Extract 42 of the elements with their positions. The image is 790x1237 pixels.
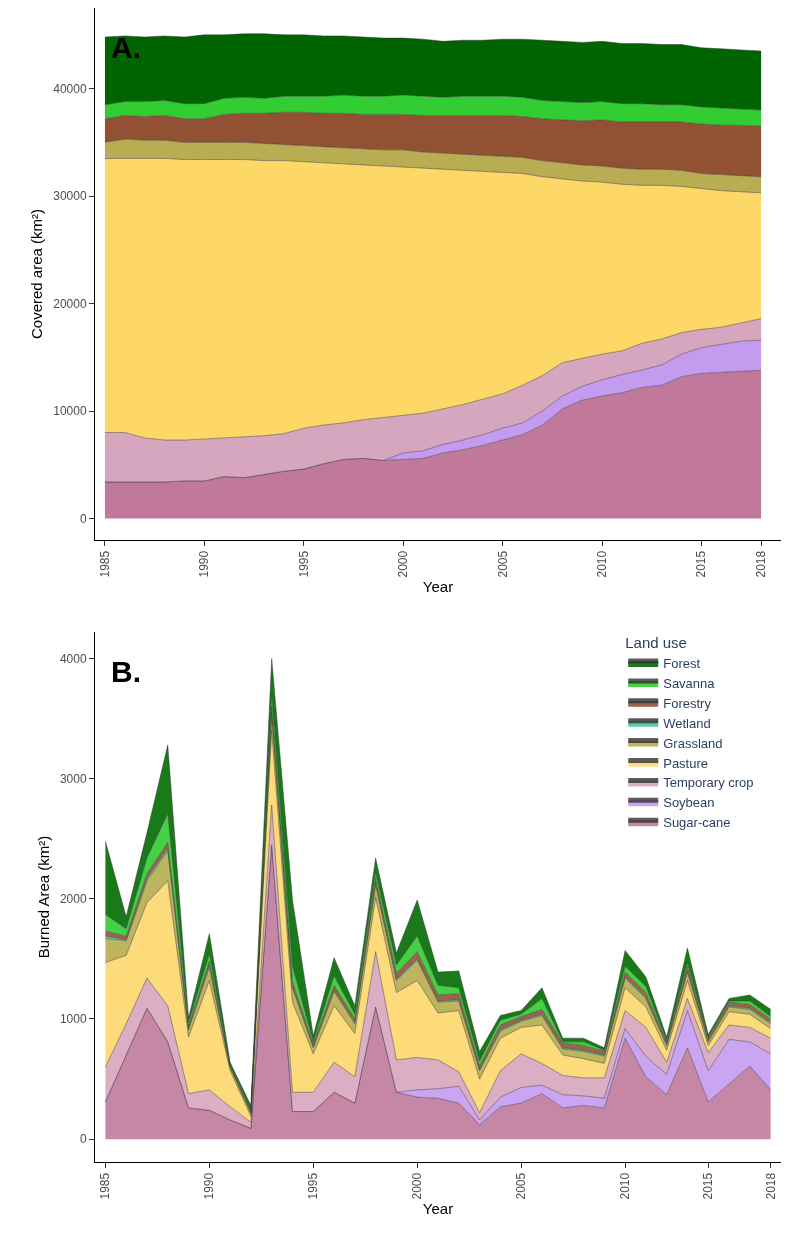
- x-axis-title: Year: [422, 577, 454, 595]
- x-tick-label: 2010: [617, 1172, 632, 1200]
- legend-title: Land use: [625, 634, 687, 652]
- legend-label: Forest: [663, 656, 701, 672]
- y-axis-title: Covered area (km²): [28, 208, 46, 340]
- x-tick-label: 1995: [306, 1172, 321, 1200]
- x-tick-label: 2018: [763, 1172, 778, 1200]
- legend-label: Sugar-cane: [663, 815, 731, 831]
- x-tick-label: 1995: [296, 550, 311, 578]
- x-axis-title: Year: [422, 1199, 454, 1217]
- legend-label: Grassland: [663, 735, 723, 751]
- y-tick-label: 10000: [53, 404, 87, 419]
- legend-label: Savanna: [663, 675, 716, 691]
- x-tick-label: 1990: [197, 550, 212, 578]
- x-tick-label: 2000: [410, 1172, 425, 1200]
- y-tick-label: 1000: [59, 1012, 87, 1027]
- x-tick-label: 2000: [396, 550, 411, 578]
- x-tick-label: 2015: [694, 550, 709, 578]
- text: A.: [111, 31, 141, 64]
- y-tick-label: 30000: [53, 189, 87, 204]
- y-tick-label: 20000: [53, 296, 87, 311]
- y-tick-label: 40000: [53, 81, 87, 96]
- x-tick-label: 1985: [98, 1172, 113, 1200]
- x-tick-label: 2015: [701, 1172, 716, 1200]
- y-tick-label: 2000: [59, 892, 87, 906]
- legend-label: Soybean: [663, 795, 715, 811]
- legend-label: Pasture: [663, 755, 709, 771]
- text: B.: [111, 655, 141, 688]
- x-tick-label: 2010: [594, 550, 609, 578]
- legend-label: Temporary crop: [663, 775, 754, 791]
- legend-label: Forestry: [663, 695, 712, 711]
- y-tick-label: 3000: [59, 771, 87, 786]
- legend-label: Wetland: [663, 715, 711, 731]
- x-tick-label: 2005: [514, 1172, 529, 1200]
- x-tick-label: 1985: [97, 550, 112, 578]
- x-tick-label: 2005: [495, 550, 510, 578]
- x-tick-label: 1990: [202, 1172, 217, 1200]
- y-tick-label: 0: [79, 1132, 87, 1147]
- x-tick-label: 2018: [754, 550, 769, 578]
- y-tick-label: 0: [79, 511, 87, 526]
- y-tick-label: 4000: [59, 651, 87, 666]
- y-axis-title: Burned Area (km²): [35, 835, 53, 959]
